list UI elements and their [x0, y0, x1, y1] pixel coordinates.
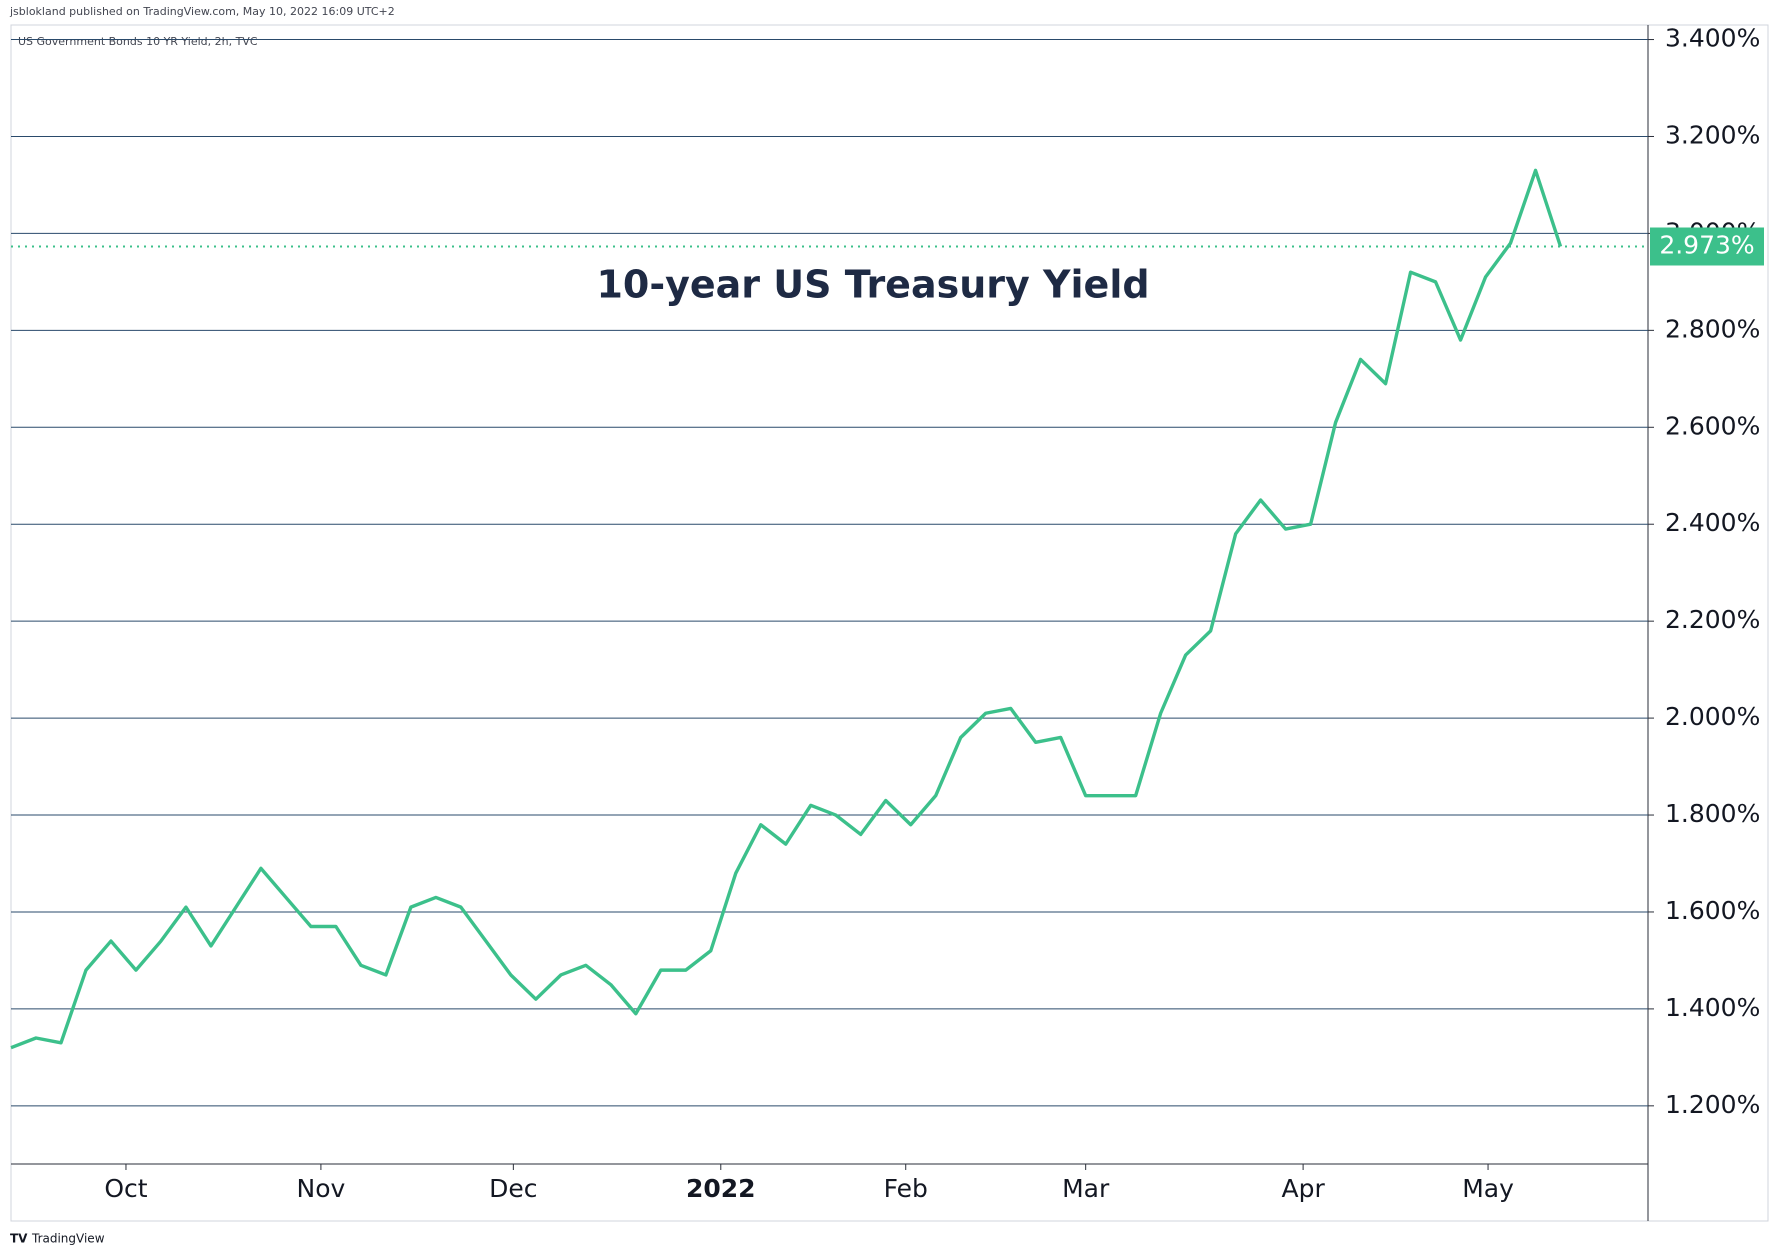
yield-line [10, 168, 1563, 1050]
y-tick-label: 1.400% [1665, 993, 1760, 1022]
y-tick-label: 2.600% [1665, 411, 1760, 440]
y-tick-label: 2.400% [1665, 508, 1760, 537]
y-tick-label: 3.400% [1665, 24, 1760, 53]
x-tick-label: Dec [489, 1174, 537, 1203]
x-tick-label: Apr [1281, 1174, 1325, 1203]
x-tick-label: May [1462, 1174, 1514, 1203]
y-tick-label: 2.000% [1665, 702, 1760, 731]
y-tick-label: 2.800% [1665, 314, 1760, 343]
x-tick-label: 2022 [686, 1174, 756, 1203]
last-price-label: 2.973% [1659, 230, 1754, 259]
y-tick-label: 1.600% [1665, 896, 1760, 925]
frame [10, 24, 1769, 1222]
footer-logo: TV [10, 1232, 28, 1246]
y-tick-label: 2.200% [1665, 605, 1760, 634]
x-tick-label: Mar [1062, 1174, 1110, 1203]
footer-brand: TradingView [31, 1232, 105, 1246]
x-tick-label: Nov [297, 1174, 346, 1203]
x-tick-label: Oct [104, 1174, 147, 1203]
last-price-box [1650, 227, 1764, 266]
chart-title: 10-year US Treasury Yield [596, 263, 1149, 307]
symbol-subtitle: US Government Bonds 10 YR Yield, 2h, TVC [18, 35, 258, 48]
y-tick-label: 1.800% [1665, 799, 1760, 828]
y-tick-label: 1.200% [1665, 1090, 1760, 1119]
publisher-header: jsblokland published on TradingView.com,… [9, 5, 395, 18]
y-tick-label: 3.200% [1665, 120, 1760, 149]
x-tick-label: Feb [884, 1174, 928, 1203]
